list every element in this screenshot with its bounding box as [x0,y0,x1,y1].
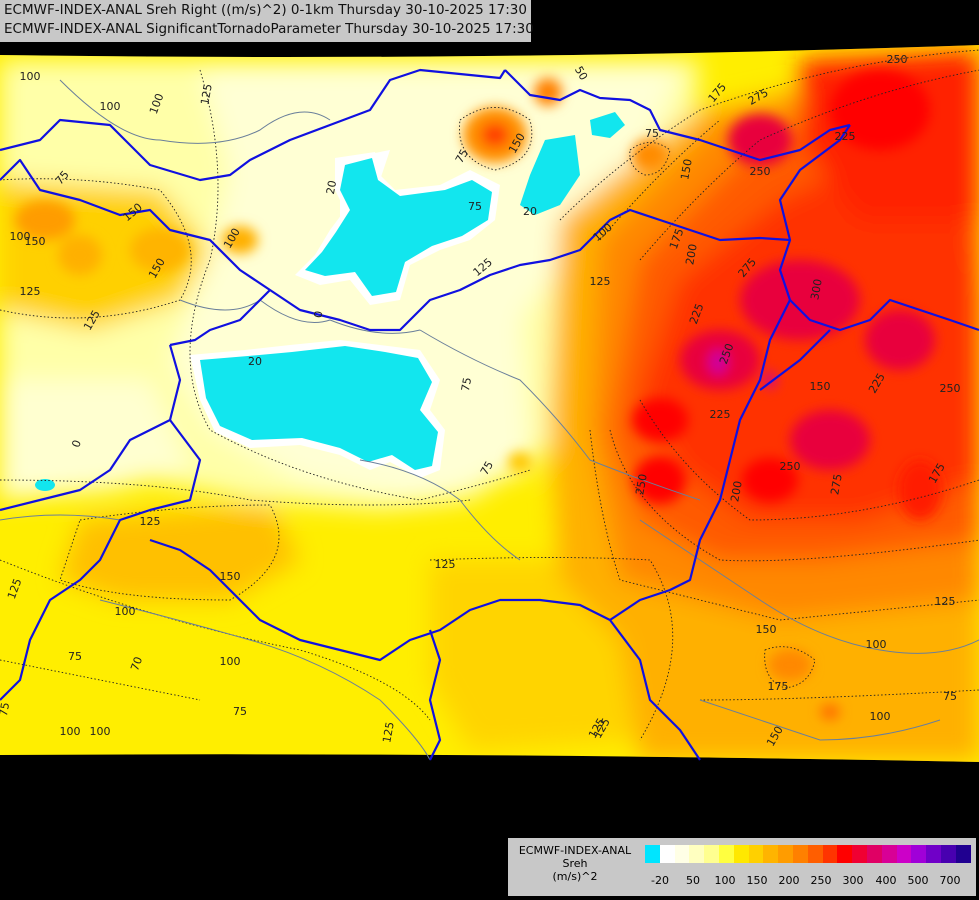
header-title-line-1: ECMWF-INDEX-ANAL Sreh Right ((m/s)^2) 0-… [4,2,527,18]
contour-label: 125 [435,558,456,571]
legend-swatch [822,845,838,863]
contour-label: 250 [780,460,801,473]
legend-title-line-2: Sreh [562,857,588,870]
contour-label: 250 [633,473,649,496]
legend-swatch [645,845,660,863]
legend-swatch [837,845,853,863]
contour-label: 20 [324,179,339,195]
rivers [0,79,979,761]
legend-tick-label: 50 [686,874,700,887]
legend-swatch [911,845,927,863]
contour-label: 275 [828,473,844,496]
contour-label: 150 [220,570,241,583]
legend-tick-label: 500 [907,874,929,887]
contour-label: 200 [728,480,744,503]
contour-label: 125 [198,83,214,106]
legend-swatch [689,845,705,863]
contour-label: 75 [0,701,12,717]
legend-tick-label: 100 [714,874,736,887]
contour-label: 75 [68,650,82,663]
contour-label: 100 [866,638,887,651]
contour-label: 100 [100,100,121,113]
contour-label: 75 [233,705,247,718]
legend-swatch [881,845,897,863]
contour-label: 50 [572,64,590,83]
header-title-line-2: ECMWF-INDEX-ANAL SignificantTornadoParam… [4,21,534,37]
contour-label: 0 [69,438,84,449]
contour-label: 300 [808,278,824,301]
contour-label: 0 [312,310,326,319]
legend-tick-label: -20 [651,874,669,887]
contour-label: 150 [810,380,831,393]
contour-label: 20 [248,355,262,368]
contour-label: 125 [935,595,956,608]
contour-label: 100 [20,70,41,83]
legend-swatch [778,845,794,863]
legend-swatch [719,845,734,863]
contour-label: 75 [478,459,496,478]
negative-helicity-areas [35,112,625,491]
legend-swatch [659,845,675,863]
legend-tick-label: 300 [842,874,864,887]
legend-swatch [807,845,823,863]
legend-tick-label: 400 [875,874,897,887]
contour-label: 125 [140,515,161,528]
contour-label: 175 [768,680,789,693]
map-header: ECMWF-INDEX-ANAL Sreh Right ((m/s)^2) 0-… [0,0,534,42]
contour-label: 125 [380,721,396,744]
legend-swatch [852,845,868,863]
legend-swatch [763,845,779,863]
legend-tick-label: 700 [939,874,961,887]
contour-label: 200 [683,243,699,266]
legend-title-line-3: (m/s)^2 [552,870,598,883]
contour-lines [0,49,979,741]
sreh-field [0,45,979,762]
contour-label: 125 [590,275,611,288]
legend-swatch [704,845,720,863]
contour-label: 150 [678,158,694,181]
legend-title-line-1: ECMWF-INDEX-ANAL [518,844,632,857]
contour-label: 150 [756,623,777,636]
contour-label: 225 [710,408,731,421]
legend-swatch [941,845,956,863]
contour-label: 250 [887,53,908,66]
color-legend: ECMWF-INDEX-ANAL Sreh (m/s)^2 -20 50 100 15… [508,838,976,896]
contour-label: 125 [20,285,41,298]
contour-label: 250 [940,382,961,395]
contour-label: 250 [750,165,771,178]
contour-label: 100 [870,710,891,723]
legend-swatch [674,845,690,863]
contour-label: 100 [115,605,136,618]
legend-swatch [955,845,971,863]
legend-swatch [793,845,808,863]
contour-label: 20 [523,205,537,218]
contour-label: 150 [25,235,46,248]
contour-label: 100 [60,725,81,738]
legend-swatch [733,845,749,863]
contour-label: 75 [459,376,474,392]
legend-tick-label: 200 [778,874,800,887]
country-borders [0,68,979,761]
contour-label: 100 [90,725,111,738]
legend-tick-label: 250 [810,874,832,887]
legend-tick-label: 150 [746,874,768,887]
contour-label: 100 [220,655,241,668]
contour-label: 75 [645,127,659,140]
contour-label: 75 [453,147,471,166]
contour-label: 100 [10,230,31,243]
contour-label: 75 [468,200,482,213]
legend-swatch [896,845,912,863]
contour-label: 225 [835,130,856,143]
legend-title: ECMWF-INDEX-ANAL Sreh (m/s)^2 [508,844,642,883]
legend-swatch [748,845,764,863]
contour-label: 70 [128,655,145,673]
legend-swatch [867,845,882,863]
legend-swatch [926,845,942,863]
contour-label: 75 [943,690,957,703]
